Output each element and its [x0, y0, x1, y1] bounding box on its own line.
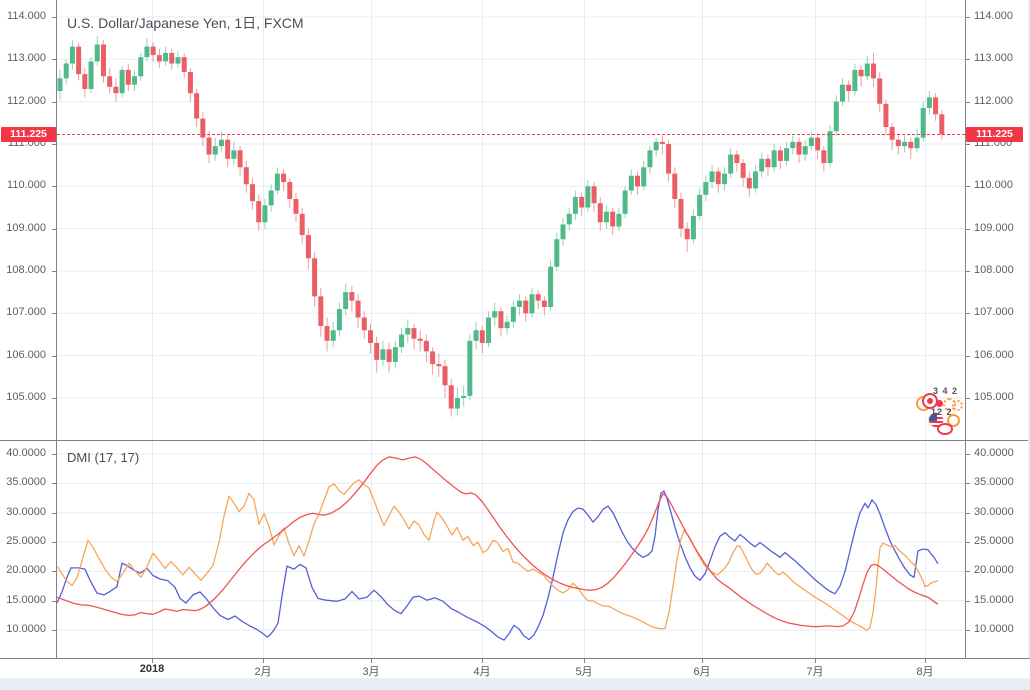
- axis-tick-label: 40.0000: [6, 447, 46, 459]
- event-circle-icon: [947, 414, 960, 427]
- axis-tick-label: 106.000: [974, 348, 1014, 361]
- time-axis-label: 2018: [139, 663, 165, 675]
- dmi-plot-canvas[interactable]: [56, 441, 965, 658]
- axis-tick-label: 35.0000: [974, 476, 1014, 489]
- time-axis-tick: [482, 659, 483, 663]
- time-axis-tick: [371, 659, 372, 663]
- dmi-line-+DI: [56, 490, 939, 641]
- event-circle-icon: [937, 423, 953, 435]
- axis-tick-label: 105.000: [6, 390, 46, 403]
- axis-tick-label: 107.000: [974, 306, 1014, 319]
- left-price-scale[interactable]: 114.000 113.000 112.000 111.000 110.000 109.0…: [0, 0, 57, 658]
- last-price-label-right: 111.225: [966, 126, 1023, 142]
- time-axis-label: 8月: [916, 666, 934, 678]
- dmi-line-ADX: [56, 456, 939, 628]
- time-axis-label: 7月: [806, 666, 824, 678]
- axis-tick-label: 107.000: [6, 306, 46, 319]
- axis-tick-label: 10.0000: [6, 623, 46, 636]
- event-dot-icon: [936, 400, 943, 407]
- axis-tick-label: 114.000: [7, 9, 46, 22]
- axis-tick-label: 30.0000: [6, 505, 46, 518]
- axis-tick-label: 35.0000: [6, 476, 46, 489]
- time-axis-tick: [925, 659, 926, 663]
- axis-tick-label: 105.000: [974, 390, 1014, 403]
- event-circle-icon: [952, 400, 963, 411]
- axis-tick-label: 109.000: [6, 221, 46, 234]
- right-margin: [1028, 0, 1030, 690]
- right-price-scale[interactable]: 114.000 113.000 112.000 111.000 110.000 109.0…: [965, 0, 1030, 658]
- axis-tick-label: 25.0000: [6, 535, 46, 548]
- symbol-legend[interactable]: U.S. Dollar/Japanese Yen, 1日, FXCM: [67, 15, 304, 31]
- axis-tick-label: 106.000: [6, 348, 46, 361]
- time-axis-label: 5月: [575, 666, 593, 678]
- axis-tick-label: 10.0000: [974, 623, 1014, 636]
- axis-tick-label: 110.000: [7, 179, 46, 192]
- axis-tick-label: 113.000: [974, 52, 1013, 65]
- axis-tick-label: 40.0000: [974, 447, 1014, 459]
- economic-events-badges[interactable]: 3 4 2 12 2: [916, 386, 968, 435]
- axis-tick-label: 112.000: [974, 94, 1013, 107]
- dmi-indicator-legend[interactable]: DMI (17, 17): [67, 450, 140, 465]
- time-axis-label: 4月: [473, 666, 491, 678]
- axis-tick-label: 112.000: [7, 94, 46, 107]
- dmi-line--DI: [56, 479, 939, 632]
- axis-tick-label: 114.000: [974, 9, 1013, 22]
- time-axis-tick: [152, 659, 153, 663]
- bottom-margin: [0, 678, 1030, 690]
- time-axis-tick: [702, 659, 703, 663]
- axis-tick-label: 15.0000: [6, 593, 46, 606]
- japan-flag-icon: [922, 393, 938, 409]
- axis-tick-label: 15.0000: [974, 593, 1014, 606]
- last-price-label-left: 111.225: [1, 126, 56, 142]
- axis-tick-label: 25.0000: [974, 535, 1014, 548]
- axis-tick-label: 113.000: [7, 52, 46, 65]
- time-axis-label: 3月: [362, 666, 380, 678]
- time-scale[interactable]: 2018 2月 3月 4月 5月 6月 7月 8月: [0, 658, 1030, 678]
- axis-tick-label: 20.0000: [6, 564, 46, 577]
- axis-tick-label: 108.000: [6, 263, 46, 276]
- axis-tick-label: 20.0000: [974, 564, 1014, 577]
- time-axis-label: 6月: [693, 666, 711, 678]
- axis-tick-label: 30.0000: [974, 505, 1014, 518]
- axis-tick-label: 109.000: [974, 221, 1014, 234]
- event-count-row2: 12 2: [931, 407, 953, 417]
- price-plot-canvas[interactable]: [57, 0, 965, 440]
- time-axis-tick: [584, 659, 585, 663]
- dmi-pane[interactable]: [0, 440, 1030, 658]
- axis-tick-label: 108.000: [974, 263, 1014, 276]
- axis-tick-label: 110.000: [974, 179, 1013, 192]
- time-axis-tick: [815, 659, 816, 663]
- time-axis-label: 2月: [254, 666, 272, 678]
- time-axis-tick: [263, 659, 264, 663]
- event-count-row1: 3 4 2: [933, 386, 959, 396]
